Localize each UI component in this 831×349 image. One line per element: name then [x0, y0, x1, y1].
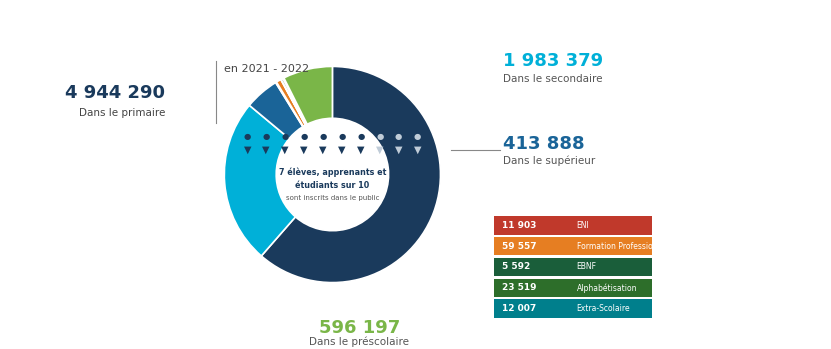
Text: EBNF: EBNF	[577, 262, 597, 272]
Text: 5 592: 5 592	[502, 262, 530, 272]
Text: 12 007: 12 007	[502, 304, 537, 313]
Wedge shape	[224, 105, 296, 256]
Text: Alphabétisation: Alphabétisation	[577, 283, 637, 293]
Text: en 2021 - 2022: en 2021 - 2022	[224, 64, 308, 74]
Text: 7 élèves, apprenants et: 7 élèves, apprenants et	[278, 168, 386, 177]
Text: 11 903: 11 903	[502, 221, 537, 230]
Text: ▼: ▼	[376, 144, 383, 155]
Wedge shape	[262, 66, 440, 283]
Text: ENI: ENI	[577, 221, 589, 230]
Wedge shape	[283, 78, 307, 125]
Text: élèves, apprenants et étudiants: élèves, apprenants et étudiants	[314, 25, 535, 39]
Wedge shape	[281, 79, 306, 125]
Text: Dans le préscolaire: Dans le préscolaire	[309, 337, 410, 347]
Wedge shape	[276, 82, 303, 127]
Text: 23 519: 23 519	[502, 283, 537, 292]
Text: Dans le supérieur: Dans le supérieur	[503, 155, 596, 166]
Text: Extra-Scolaire: Extra-Scolaire	[577, 304, 630, 313]
Text: ●: ●	[282, 132, 288, 141]
Text: ●: ●	[414, 132, 421, 141]
Text: Dans le secondaire: Dans le secondaire	[503, 74, 602, 84]
Bar	[494, 299, 652, 318]
Text: ▼: ▼	[263, 144, 270, 155]
Bar	[494, 258, 652, 276]
Text: ●: ●	[357, 132, 365, 141]
Text: ▼: ▼	[414, 144, 421, 155]
Text: ●: ●	[338, 132, 346, 141]
Bar	[494, 216, 652, 235]
Text: 596 197: 596 197	[319, 319, 400, 337]
Text: 59 557: 59 557	[502, 242, 537, 251]
Text: 4 944 290: 4 944 290	[65, 84, 165, 103]
Wedge shape	[249, 83, 302, 139]
Text: 413 888: 413 888	[503, 135, 585, 153]
Text: Dans le primaire: Dans le primaire	[78, 108, 165, 118]
Text: ▼: ▼	[338, 144, 346, 155]
Text: ●: ●	[319, 132, 327, 141]
Wedge shape	[281, 79, 307, 125]
Text: ●: ●	[243, 132, 251, 141]
Text: sont inscrits dans le public: sont inscrits dans le public	[286, 195, 379, 201]
Bar	[494, 279, 652, 297]
Text: ▼: ▼	[319, 144, 327, 155]
Text: Formation Professionnelle: Formation Professionnelle	[577, 242, 676, 251]
Text: 1 983 379: 1 983 379	[503, 52, 603, 70]
Text: étudiants sur 10: étudiants sur 10	[295, 181, 370, 190]
Text: ▼: ▼	[282, 144, 289, 155]
Text: ▼: ▼	[300, 144, 307, 155]
Wedge shape	[284, 66, 332, 124]
Text: ●: ●	[300, 132, 307, 141]
Wedge shape	[277, 80, 306, 126]
Text: ▼: ▼	[243, 144, 251, 155]
Text: ▼: ▼	[357, 144, 365, 155]
Text: 8 050 332: 8 050 332	[228, 23, 321, 41]
Text: ●: ●	[376, 132, 383, 141]
Text: ●: ●	[395, 132, 402, 141]
Text: ●: ●	[263, 132, 270, 141]
Bar	[494, 237, 652, 255]
Text: ▼: ▼	[395, 144, 402, 155]
